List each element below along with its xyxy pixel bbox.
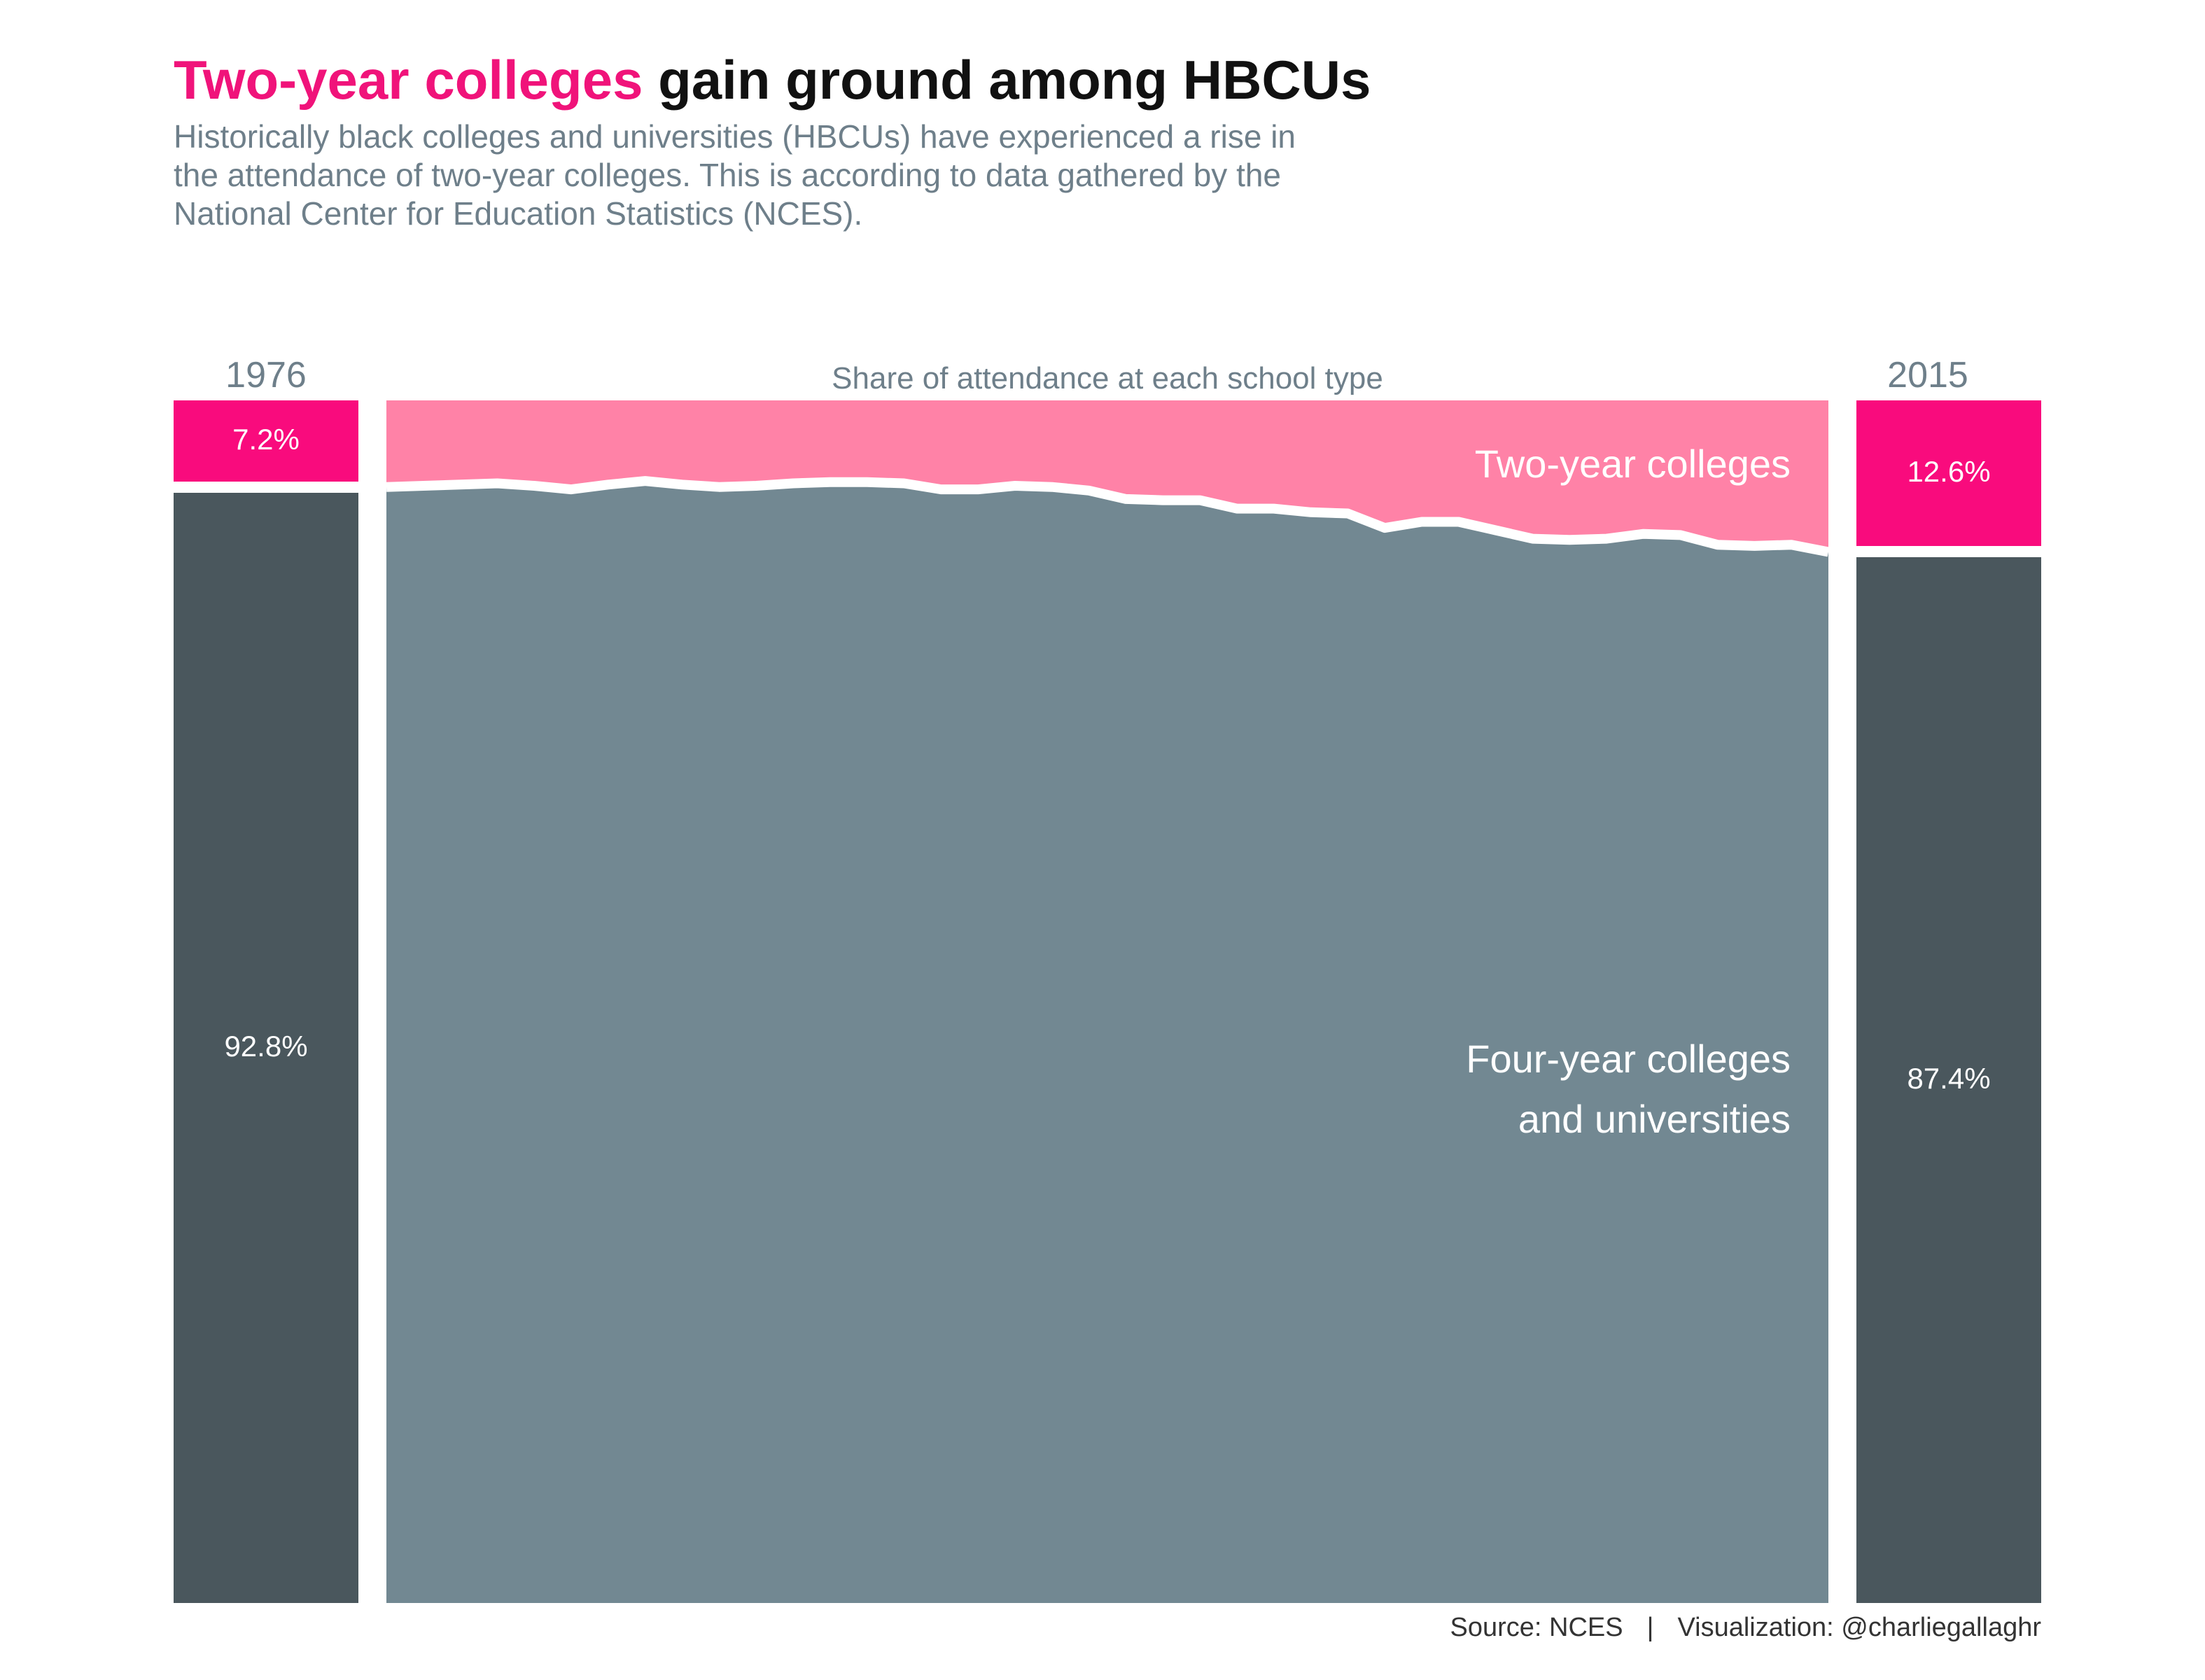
end-two-year-value: 12.6% [1907, 455, 1991, 489]
title-rest: gain ground among HBCUs [643, 49, 1371, 111]
series-divider-line [386, 476, 1828, 557]
end-bar-two-year: 12.6% [1856, 400, 2041, 547]
four-year-area [386, 481, 1828, 1603]
start-bar-two-year: 7.2% [174, 400, 358, 482]
source-separator: | [1646, 1613, 1654, 1642]
source-text: Source: NCES [1450, 1613, 1623, 1642]
share-area-chart [386, 400, 1828, 1603]
start-bar-four-year: 92.8% [174, 492, 358, 1603]
title-accent: Two-year colleges [174, 49, 643, 111]
source-credit: Source: NCES | Visualization: @charliegall… [1450, 1613, 2041, 1643]
chart-title: Two-year colleges gain ground among HBCU… [174, 50, 1371, 111]
end-four-year-value: 87.4% [1907, 1062, 1991, 1096]
start-year-label: 1976 [225, 355, 307, 396]
four-year-area-label-line-1: Four-year colleges [1466, 1037, 1791, 1081]
chart-subtitle: Historically black colleges and universi… [174, 118, 1296, 232]
four-year-area-label: Four-year colleges and universities [1466, 1029, 1791, 1149]
end-year-label: 2015 [1887, 355, 1968, 396]
chart-caption: Share of attendance at each school type [832, 361, 1383, 396]
end-bar-four-year: 87.4% [1856, 557, 2041, 1603]
start-four-year-value: 92.8% [224, 1029, 308, 1063]
credit-text: Visualization: @charliegallaghr [1677, 1613, 2042, 1642]
four-year-area-label-line-2: and universities [1518, 1097, 1791, 1141]
start-two-year-value: 7.2% [232, 422, 300, 456]
two-year-area-label: Two-year colleges [1474, 442, 1791, 486]
